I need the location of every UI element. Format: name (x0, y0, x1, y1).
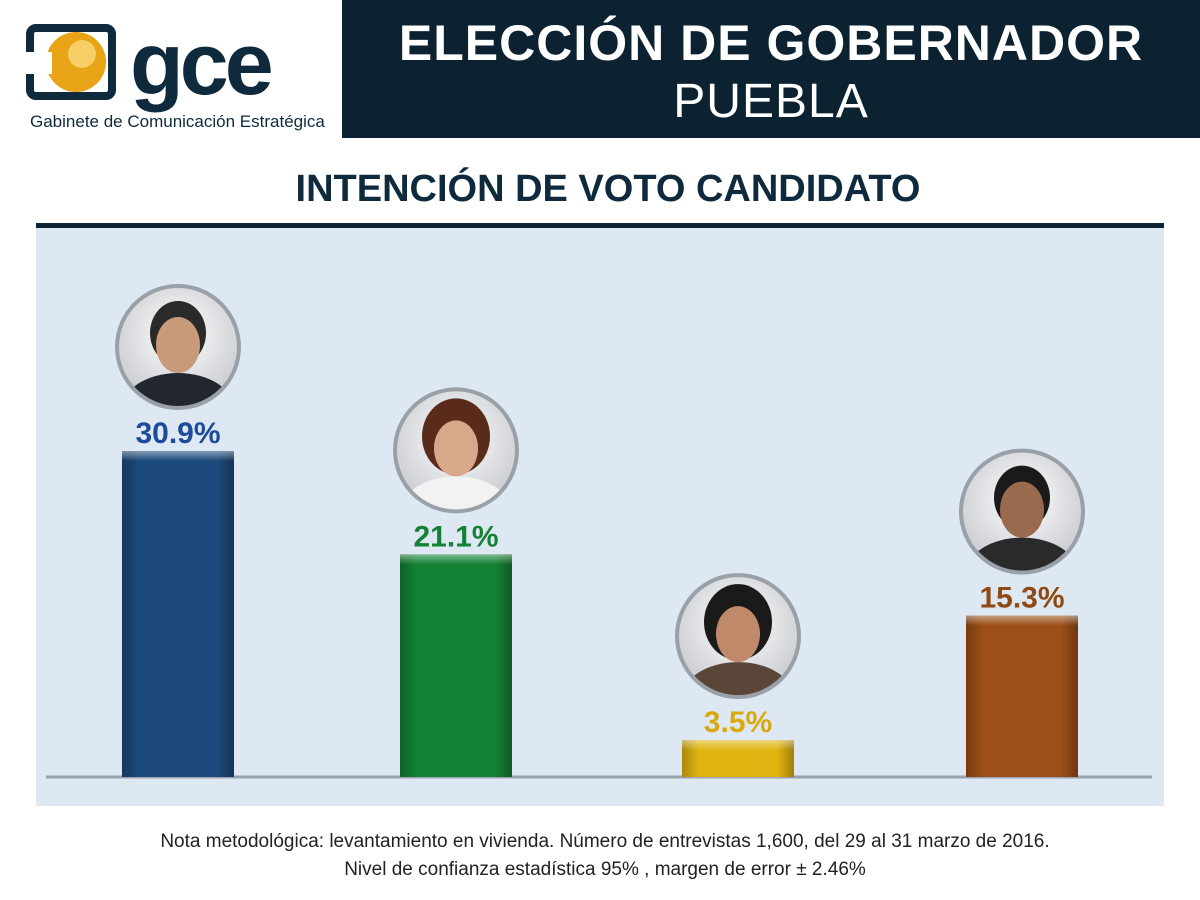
bar-group (966, 615, 1078, 777)
data-label: 30.9% (135, 417, 220, 450)
data-label: 21.1% (413, 520, 498, 553)
portrait-shoulders (682, 662, 794, 696)
gce-subtitle: Gabinete de Comunicación Estratégica (30, 112, 325, 131)
avatar-portrait (122, 301, 234, 406)
bar-top-shine (400, 554, 512, 565)
methodology-note: Nota metodológica: levantamiento en vivi… (0, 828, 1200, 884)
portrait-face (156, 317, 200, 373)
header-subtitle: PUEBLA (673, 75, 869, 128)
bar-group (122, 451, 234, 777)
avatar-portrait (400, 398, 512, 510)
bar-bevel (122, 451, 234, 777)
bar-bevel (966, 615, 1078, 777)
gce-logo: gce Gabinete de Comunicación Estratégica (18, 14, 333, 134)
portrait-shoulders (122, 373, 234, 406)
header-banner: ELECCIÓN DE GOBERNADOR PUEBLA (342, 0, 1200, 138)
candidate-photo-1-icon (115, 284, 241, 410)
bar-top-shine (966, 615, 1078, 626)
avatar-portrait (966, 465, 1078, 571)
chart-top-divider (36, 223, 1164, 228)
portrait-shoulders (400, 476, 512, 510)
data-label: 3.5% (704, 706, 772, 739)
candidate-photo-3-icon (675, 573, 801, 700)
methodology-note-line-1: Nota metodológica: levantamiento en vivi… (160, 831, 1050, 852)
bar-group (400, 554, 512, 777)
methodology-note-line-2: Nivel de confianza estadística 95% , mar… (344, 859, 866, 880)
avatar-portrait (682, 584, 794, 696)
portrait-face (716, 606, 760, 663)
header-title: ELECCIÓN DE GOBERNADOR (398, 15, 1144, 71)
gce-wordmark: gce (130, 14, 274, 113)
portrait-face (434, 420, 478, 477)
bar-top-shine (682, 740, 794, 751)
candidate-photo-4-icon (959, 448, 1085, 575)
bar-group (682, 740, 794, 777)
chart-title: INTENCIÓN DE VOTO CANDIDATO (295, 168, 921, 210)
portrait-shoulders (966, 537, 1078, 571)
bar-top-shine (122, 451, 234, 461)
portrait-face (1000, 481, 1044, 538)
bar-bevel (400, 554, 512, 777)
candidate-photo-2-icon (393, 387, 519, 514)
gce-logo-mark-icon (26, 24, 116, 100)
data-label: 15.3% (979, 582, 1064, 615)
